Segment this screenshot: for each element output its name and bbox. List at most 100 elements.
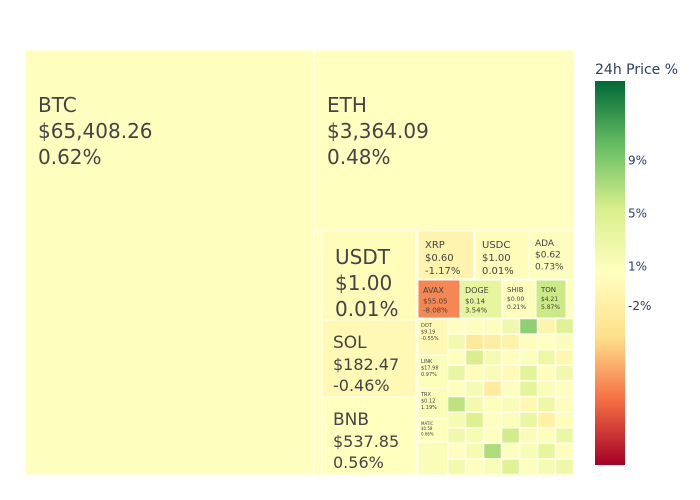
small-tile[interactable] [465, 318, 484, 334]
tile-xrp[interactable] [417, 230, 475, 280]
small-tile[interactable] [555, 443, 574, 459]
tile-usdt-price: $1.00 [335, 271, 392, 295]
small-tile[interactable] [465, 396, 484, 412]
tile-doge[interactable] [459, 279, 503, 319]
tile-ada[interactable] [528, 230, 575, 280]
small-tile[interactable] [465, 412, 484, 428]
tile-dot[interactable] [417, 318, 449, 356]
small-tile[interactable] [501, 349, 520, 366]
small-tile[interactable] [483, 318, 502, 334]
small-tile[interactable] [465, 365, 484, 381]
small-tile[interactable] [537, 396, 556, 412]
colorbar: 24h Price % 9% 5% 1% -2% [595, 62, 678, 465]
small-tile[interactable] [465, 349, 484, 366]
small-tile[interactable] [537, 381, 556, 397]
small-tile[interactable] [501, 365, 520, 381]
small-tile[interactable] [519, 349, 538, 366]
tile-eth[interactable] [313, 49, 575, 232]
small-tile[interactable] [501, 459, 520, 475]
small-tile[interactable] [555, 365, 574, 381]
tile-usdt-name: USDT [335, 245, 391, 269]
small-tile[interactable] [447, 365, 466, 381]
small-tile[interactable] [555, 349, 574, 366]
small-tile[interactable] [519, 396, 538, 412]
small-tile[interactable] [519, 443, 538, 459]
tile-ada-name: ADA [535, 239, 555, 249]
tile-ton-change: 5.87% [541, 304, 560, 311]
small-tile[interactable] [519, 412, 538, 428]
small-tile[interactable] [483, 349, 502, 366]
small-tile[interactable] [537, 459, 556, 475]
tile-doge-change: 3.54% [465, 307, 488, 315]
small-tile[interactable] [555, 396, 574, 412]
small-tile[interactable] [537, 318, 556, 334]
tile-avax[interactable] [417, 279, 461, 319]
small-tile[interactable] [555, 412, 574, 428]
tile-link[interactable] [417, 354, 449, 389]
small-tile[interactable] [483, 334, 502, 350]
small-tile[interactable] [537, 334, 556, 350]
tile-bnb-price: $537.85 [333, 432, 399, 451]
tile-bnb[interactable] [321, 396, 417, 476]
small-tile[interactable] [537, 412, 556, 428]
small-tile[interactable] [447, 381, 466, 397]
small-tile[interactable] [555, 334, 574, 350]
tile-btc-change: 0.62% [38, 145, 102, 169]
small-tile[interactable] [465, 443, 484, 459]
small-tile[interactable] [501, 334, 520, 350]
tile-usdc-name: USDC [482, 240, 510, 251]
tile-usdt[interactable] [321, 230, 417, 321]
small-tile[interactable] [417, 441, 449, 476]
small-tile[interactable] [537, 365, 556, 381]
tile-matic[interactable] [417, 417, 449, 443]
small-tile[interactable] [465, 427, 484, 444]
small-tile[interactable] [483, 396, 502, 412]
small-tile[interactable] [465, 381, 484, 397]
small-tile[interactable] [501, 396, 520, 412]
small-tile[interactable] [447, 443, 466, 459]
small-tile[interactable] [519, 365, 538, 381]
small-tile[interactable] [447, 349, 466, 366]
tile-bnb-change: 0.56% [333, 453, 384, 472]
small-tile[interactable] [537, 427, 556, 444]
small-tile[interactable] [519, 318, 538, 334]
tile-dot-change: -0.55% [421, 336, 439, 342]
small-tile[interactable] [519, 381, 538, 397]
small-tile[interactable] [555, 427, 574, 444]
small-tile[interactable] [555, 381, 574, 397]
small-tile[interactable] [555, 459, 574, 475]
small-tile[interactable] [501, 381, 520, 397]
tile-sol-price: $182.47 [333, 355, 399, 374]
small-tile[interactable] [447, 334, 466, 350]
small-tile[interactable] [501, 427, 520, 444]
small-tile[interactable] [447, 459, 466, 475]
small-tile[interactable] [447, 427, 466, 444]
small-tile[interactable] [483, 427, 502, 444]
small-tile[interactable] [447, 396, 466, 412]
small-tile[interactable] [555, 318, 574, 334]
small-tile[interactable] [483, 381, 502, 397]
tile-shib[interactable] [501, 279, 537, 319]
tile-shib-name: SHIB [507, 286, 524, 294]
small-tile[interactable] [519, 334, 538, 350]
small-tile[interactable] [537, 349, 556, 366]
small-tile[interactable] [447, 318, 466, 334]
small-tile[interactable] [483, 459, 502, 475]
small-tile[interactable] [483, 412, 502, 428]
tile-btc[interactable] [24, 49, 315, 476]
small-tile[interactable] [483, 365, 502, 381]
small-tile[interactable] [465, 334, 484, 350]
tile-ton[interactable] [535, 279, 567, 319]
tile-trx[interactable] [417, 387, 449, 419]
tile-sol-name: SOL [333, 333, 367, 353]
small-tile[interactable] [519, 427, 538, 444]
small-tile[interactable] [501, 443, 520, 459]
small-tile[interactable] [447, 412, 466, 428]
small-tile[interactable] [519, 459, 538, 475]
small-tile[interactable] [501, 318, 520, 334]
small-tile[interactable] [483, 443, 502, 459]
small-tile[interactable] [537, 443, 556, 459]
small-tile[interactable] [465, 459, 484, 475]
small-tile[interactable] [501, 412, 520, 428]
tile-dot-price: $9.19 [421, 330, 435, 336]
